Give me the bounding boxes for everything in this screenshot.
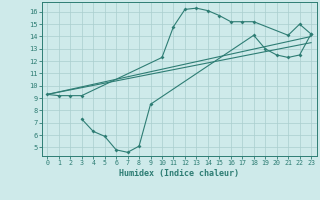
X-axis label: Humidex (Indice chaleur): Humidex (Indice chaleur)	[119, 169, 239, 178]
